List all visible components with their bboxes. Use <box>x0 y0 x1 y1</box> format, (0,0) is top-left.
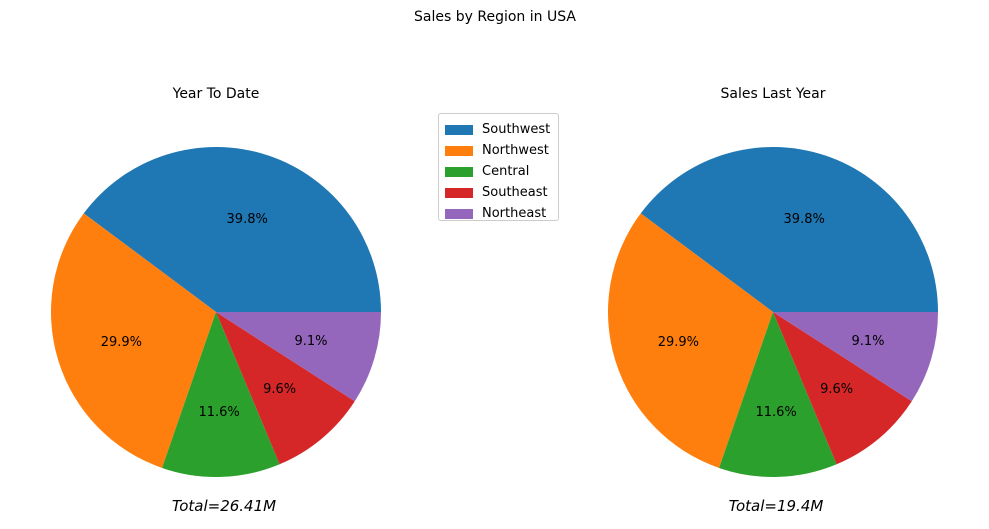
legend-swatch <box>445 145 473 156</box>
pie-slice-southeast <box>773 312 912 465</box>
pie-slices <box>607 147 938 478</box>
legend-label: Northwest <box>482 143 549 158</box>
pie-title: Year To Date <box>172 86 260 102</box>
pie-chart-sales-last-year: Sales Last Year 39.8%29.9%11.6%9.6%9.1% … <box>607 86 938 515</box>
legend-swatch <box>445 124 473 135</box>
pie-slice-southeast <box>216 312 355 465</box>
figure-suptitle: Sales by Region in USA <box>414 9 576 25</box>
legend-item-southeast: Southeast <box>439 182 558 203</box>
legend-swatch <box>445 166 473 177</box>
pie-percent-labels: 39.8% 29.9% 11.6% 9.6% 9.1% <box>658 212 885 420</box>
pie-percent-label: 29.9% <box>101 335 142 350</box>
pie-percent-labels: 39.8% 29.9% 11.6% 9.6% 9.1% <box>101 212 328 420</box>
pie-slice-southwest <box>83 147 382 312</box>
legend-item-northwest: Northwest <box>439 140 558 161</box>
legend-item-northeast: Northeast <box>439 203 558 224</box>
legend-label: Southwest <box>482 122 551 137</box>
legend-item-central: Central <box>439 161 558 182</box>
legend-label: Central <box>482 164 530 179</box>
pie-chart-year-to-date: Year To Date 39.8% 29.9% 11.6% 9.6% 9.1% Tot… <box>50 86 382 515</box>
legend-label: Northeast <box>482 206 547 221</box>
pie-slice-central <box>719 312 837 478</box>
pie-slice-central <box>162 312 280 478</box>
pie-slice-northeast <box>216 312 381 402</box>
pie-total-label: Total=19.4M <box>729 497 824 515</box>
pie-percent-label: 11.6% <box>198 405 239 420</box>
pie-percent-label: 9.1% <box>294 334 327 349</box>
pie-slice-southwest <box>640 147 938 312</box>
pie-slice-northwest <box>50 213 216 468</box>
pie-percent-label: 9.1% <box>851 334 884 349</box>
pie-percent-label: 11.6% <box>755 405 796 420</box>
pie-total-label: Total=26.41M <box>172 497 276 515</box>
legend-item-southwest: Southwest <box>439 119 558 140</box>
legend-label: Southeast <box>482 185 548 200</box>
pie-title: Sales Last Year <box>721 86 826 102</box>
pie-percent-label: 29.9% <box>658 335 699 350</box>
legend: Southwest Northwest Central Southeast No… <box>438 113 559 221</box>
pie-percent-label: 39.8% <box>227 212 268 227</box>
pie-slice-northeast <box>773 312 938 402</box>
legend-swatch <box>445 187 473 198</box>
legend-swatch <box>445 208 473 219</box>
pie-slices <box>50 147 382 478</box>
pie-percent-label: 9.6% <box>263 382 296 397</box>
pie-percent-label: 39.8% <box>784 212 825 227</box>
pie-percent-label: 9.6% <box>820 382 853 397</box>
pie-slice-northwest <box>607 213 773 468</box>
